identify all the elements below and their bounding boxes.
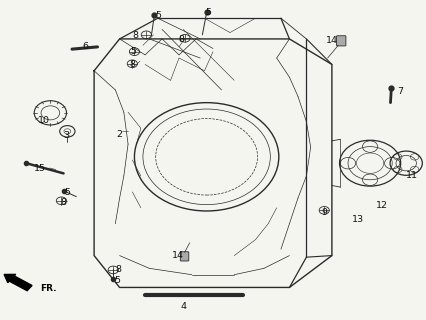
Text: 5: 5 <box>131 47 137 56</box>
Text: 10: 10 <box>38 116 50 125</box>
Text: 13: 13 <box>352 215 364 224</box>
FancyBboxPatch shape <box>180 252 189 261</box>
Text: 8: 8 <box>133 31 139 40</box>
Text: 7: 7 <box>397 87 403 96</box>
Text: 5: 5 <box>115 276 121 285</box>
Text: 14: 14 <box>172 251 184 260</box>
Text: 8: 8 <box>116 265 122 275</box>
FancyArrow shape <box>4 274 32 291</box>
Text: 12: 12 <box>376 201 388 210</box>
Text: 15: 15 <box>34 164 46 173</box>
Text: 6: 6 <box>83 42 89 52</box>
FancyBboxPatch shape <box>337 36 346 46</box>
Text: 8: 8 <box>130 60 135 69</box>
Text: 4: 4 <box>180 302 186 311</box>
Text: 3: 3 <box>63 131 69 140</box>
Text: 11: 11 <box>406 171 418 180</box>
Text: 9: 9 <box>321 208 327 217</box>
Text: 8: 8 <box>178 35 184 44</box>
Text: 5: 5 <box>64 188 70 197</box>
Text: FR.: FR. <box>40 284 56 292</box>
Text: 2: 2 <box>117 130 123 139</box>
Text: 5: 5 <box>206 8 212 17</box>
Text: 8: 8 <box>60 197 66 206</box>
Text: 14: 14 <box>326 36 338 45</box>
Text: 5: 5 <box>155 11 161 20</box>
